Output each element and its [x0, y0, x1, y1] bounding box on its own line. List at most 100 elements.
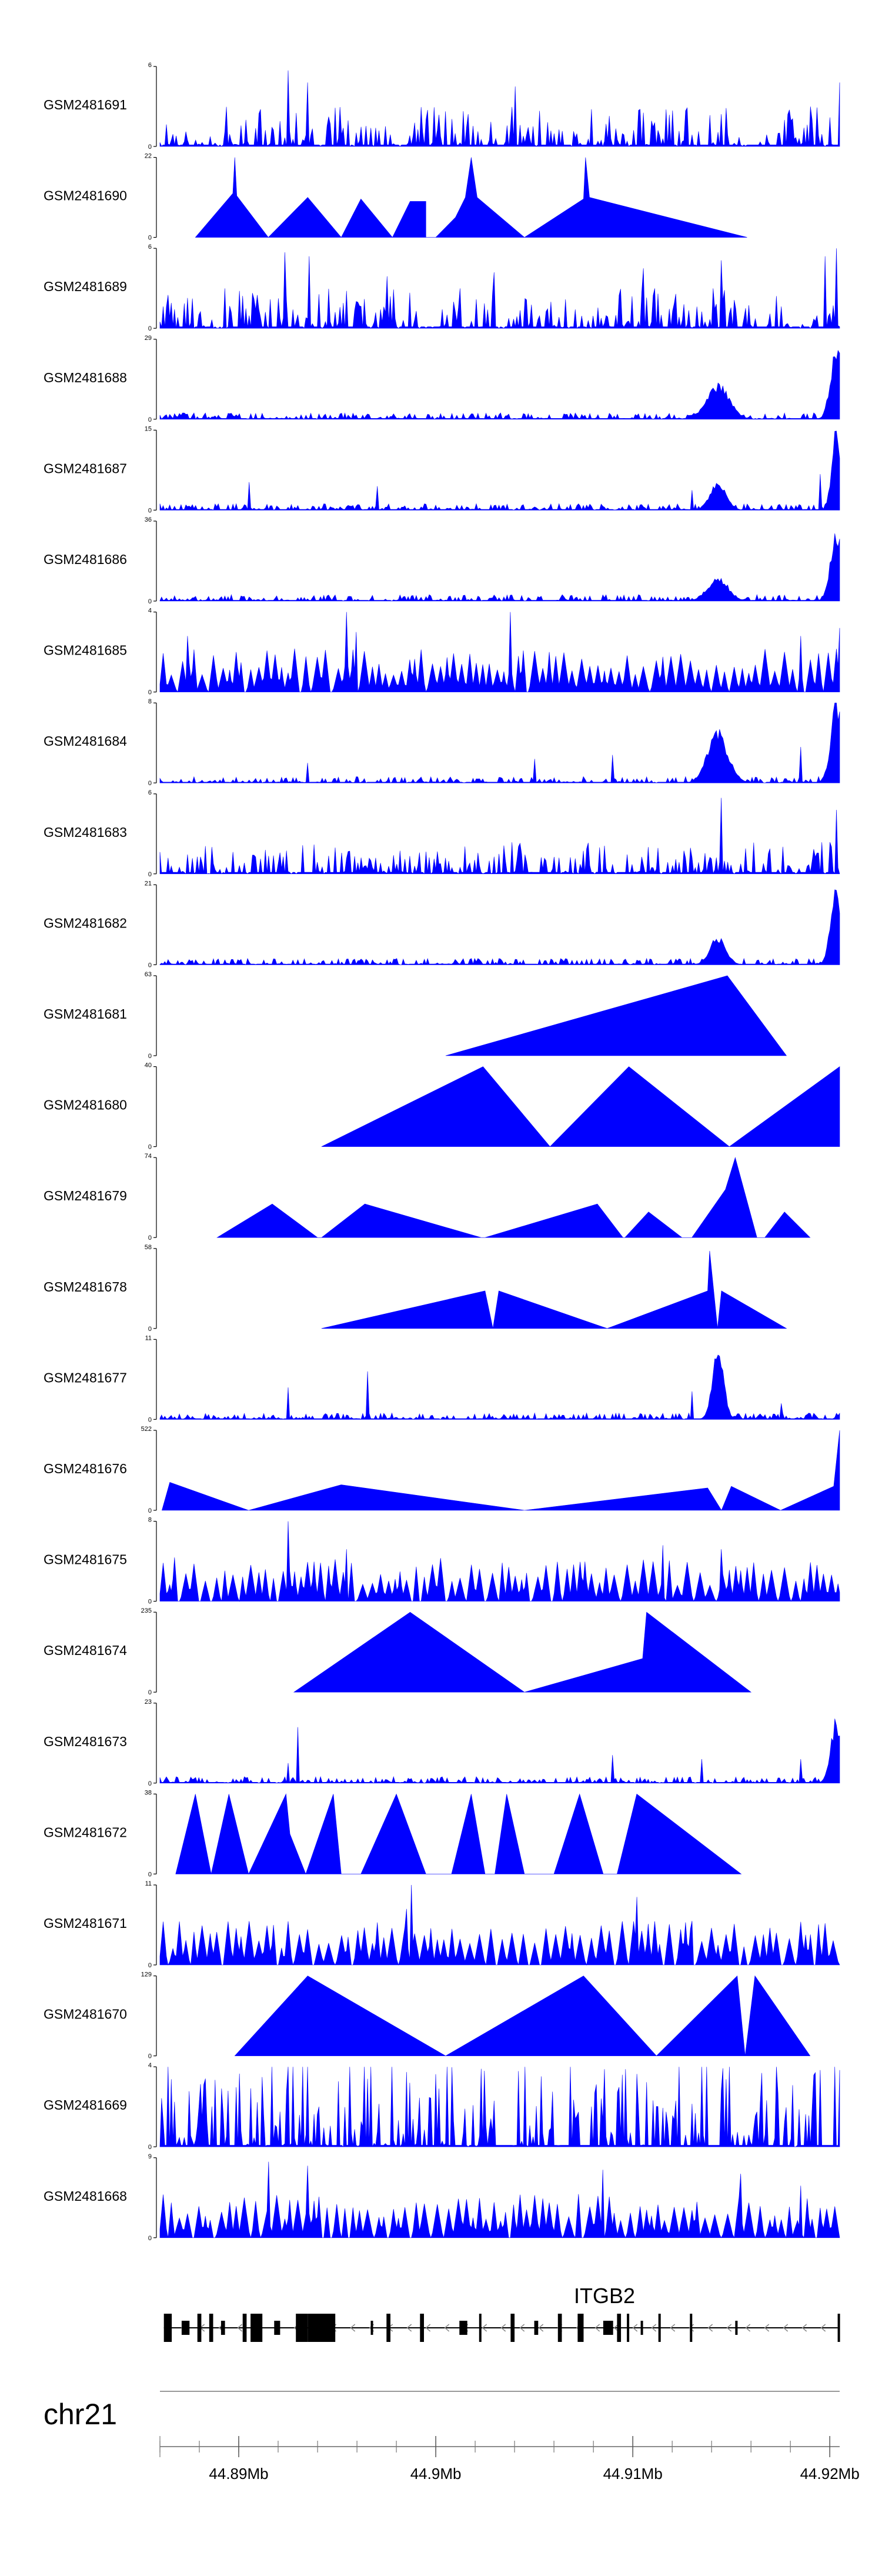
- coverage-area: [445, 975, 787, 1056]
- coverage-area: [159, 889, 840, 965]
- track-label: GSM2481674: [44, 1643, 127, 1658]
- gene-exon: [242, 2314, 247, 2342]
- strand-arrow-icon: [689, 2324, 694, 2332]
- strand-arrow-icon: [538, 2324, 544, 2332]
- track-ymax-label: 6: [148, 62, 152, 69]
- track-GSM2481691: GSM2481691 6 0: [44, 62, 840, 151]
- track-label: GSM2481678: [44, 1279, 127, 1294]
- track-GSM2481668: GSM2481668 9 0: [44, 2153, 840, 2242]
- track-label: GSM2481679: [44, 1188, 127, 1203]
- track-label: GSM2481683: [44, 825, 127, 840]
- gene-exon: [250, 2314, 263, 2342]
- strand-arrow-icon: [651, 2324, 657, 2332]
- track-ymin-label: 0: [148, 962, 152, 969]
- track-GSM2481682: GSM2481682 21 0: [44, 880, 840, 969]
- genome-axis-tick-label: 44.89Mb: [209, 2465, 268, 2482]
- track-ymin-label: 0: [148, 780, 152, 787]
- track-ymax-label: 15: [145, 425, 152, 432]
- gene-exon: [274, 2321, 280, 2335]
- track-GSM2481687: GSM2481687 15 0: [44, 425, 840, 514]
- coverage-area: [195, 157, 747, 238]
- strand-arrow-icon: [482, 2324, 487, 2332]
- track-ymax-label: 36: [145, 516, 152, 523]
- gene-exon: [627, 2314, 630, 2342]
- gene-exon: [308, 2314, 336, 2342]
- track-label: GSM2481682: [44, 915, 127, 930]
- gene-exon: [420, 2314, 424, 2342]
- track-label: GSM2481687: [44, 461, 127, 476]
- track-ymax-label: 129: [141, 1971, 152, 1978]
- track-GSM2481669: GSM2481669 4 0: [44, 2062, 840, 2151]
- gene-exon: [163, 2314, 172, 2342]
- coverage-area: [321, 1250, 787, 1329]
- track-GSM2481678: GSM2481678 58 0: [44, 1244, 787, 1333]
- strand-arrow-icon: [764, 2324, 770, 2332]
- track-ymin-label: 0: [148, 2053, 152, 2060]
- track-label: GSM2481676: [44, 1461, 127, 1476]
- track-GSM2481679: GSM2481679 74 0: [44, 1153, 811, 1242]
- track-label: GSM2481686: [44, 552, 127, 567]
- strand-arrow-icon: [745, 2324, 751, 2332]
- track-label: GSM2481669: [44, 2097, 127, 2113]
- track-ymin-label: 0: [148, 1053, 152, 1060]
- genome-axis: 44.89Mb 44.9Mb 44.91Mb 44.92Mb: [159, 2436, 860, 2482]
- coverage-area: [159, 533, 840, 602]
- gene-exon: [640, 2321, 643, 2335]
- track-ymin-label: 0: [148, 1962, 152, 1969]
- coverage-area: [159, 349, 840, 420]
- track-ymax-label: 63: [145, 971, 152, 978]
- gene-track: ITGB2: [163, 2284, 840, 2342]
- track-GSM2481676: GSM2481676 522 0: [44, 1426, 840, 1514]
- coverage-area: [159, 248, 840, 329]
- track-ymin-label: 0: [148, 2235, 152, 2242]
- track-GSM2481689: GSM2481689 6 0: [44, 243, 840, 332]
- track-ymin-label: 0: [148, 144, 152, 151]
- track-GSM2481685: GSM2481685 4 0: [44, 608, 840, 696]
- strand-arrow-icon: [613, 2324, 619, 2332]
- track-ymin-label: 0: [148, 1507, 152, 1514]
- gene-exon: [510, 2314, 515, 2342]
- track-GSM2481673: GSM2481673 23 0: [44, 1699, 840, 1787]
- track-GSM2481688: GSM2481688 29 0: [44, 335, 840, 423]
- track-ymin-label: 0: [148, 1144, 152, 1151]
- coverage-area: [216, 1157, 811, 1238]
- track-ymin-label: 0: [148, 1780, 152, 1787]
- gene-exon: [603, 2321, 613, 2335]
- strand-arrow-icon: [406, 2324, 412, 2332]
- track-GSM2481675: GSM2481675 8 0: [44, 1517, 840, 1606]
- coverage-area: [159, 1354, 840, 1420]
- coverage-area: [159, 431, 840, 510]
- track-label: GSM2481670: [44, 2007, 127, 2022]
- coverage-area: [159, 1521, 840, 1602]
- gene-label: ITGB2: [574, 2284, 635, 2308]
- genome-axis-tick-label: 44.91Mb: [603, 2465, 663, 2482]
- tracks-group: GSM248169160GSM2481690220GSM248168960GSM…: [44, 62, 840, 2242]
- strand-arrow-icon: [801, 2324, 807, 2332]
- gene-exon: [296, 2314, 308, 2342]
- chromosome-label: chr21: [44, 2398, 117, 2431]
- coverage-area: [321, 1066, 840, 1147]
- track-GSM2481686: GSM2481686 36 0: [44, 516, 840, 605]
- coverage-area: [159, 2067, 840, 2147]
- track-ymin-label: 0: [148, 235, 152, 242]
- strand-arrow-icon: [632, 2324, 638, 2332]
- coverage-area: [159, 1884, 840, 1966]
- track-GSM2481672: GSM2481672 38 0: [44, 1789, 742, 1878]
- coverage-area: [159, 612, 840, 693]
- gene-exon: [735, 2321, 738, 2335]
- track-GSM2481677: GSM2481677 11 0: [44, 1334, 840, 1423]
- gene-exon: [479, 2314, 482, 2342]
- track-label: GSM2481690: [44, 188, 127, 203]
- strand-arrow-icon: [726, 2324, 732, 2332]
- track-label: GSM2481688: [44, 370, 127, 385]
- track-ymin-label: 0: [148, 1599, 152, 1606]
- gene-exon: [577, 2314, 584, 2342]
- coverage-area: [162, 1430, 840, 1511]
- track-ymax-label: 235: [141, 1607, 152, 1614]
- track-ymin-label: 0: [148, 871, 152, 878]
- track-ymax-label: 11: [145, 1334, 152, 1342]
- genome-axis-tick-label: 44.9Mb: [410, 2465, 462, 2482]
- track-ymax-label: 6: [148, 789, 152, 796]
- gene-exon: [690, 2314, 693, 2342]
